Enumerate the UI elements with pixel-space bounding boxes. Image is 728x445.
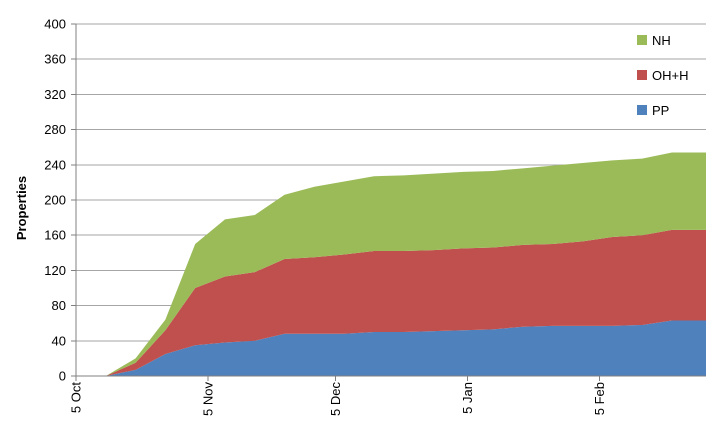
x-tick-label: 5 Feb — [592, 382, 607, 415]
y-tick-label: 80 — [52, 298, 66, 313]
x-tick-label: 5 Oct — [69, 382, 84, 413]
plot-area — [76, 152, 706, 376]
y-tick-label: 280 — [44, 122, 66, 137]
y-axis-title: Properties — [14, 176, 29, 240]
legend-swatch-oh-h — [637, 70, 647, 80]
y-tick-label: 240 — [44, 157, 66, 172]
legend-label-pp: PP — [652, 103, 669, 118]
area-series-nh — [76, 152, 706, 376]
x-tick-label: 5 Nov — [200, 382, 215, 416]
legend-label-nh: NH — [652, 33, 671, 48]
y-tick-label: 400 — [44, 17, 66, 32]
area-series-oh-h — [76, 229, 706, 376]
legend: NH OH+H PP — [637, 33, 688, 118]
legend-label-oh-h: OH+H — [652, 68, 688, 83]
y-tick-label: 200 — [44, 193, 66, 208]
y-tick-label: 120 — [44, 263, 66, 278]
area-series-pp — [76, 320, 706, 376]
legend-swatch-nh — [637, 35, 647, 45]
y-tick-label: 0 — [59, 369, 66, 384]
x-tick-labels: 5 Oct 5 Nov 5 Dec 5 Jan 5 Feb — [69, 376, 607, 416]
y-tick-label: 160 — [44, 228, 66, 243]
y-tick-label: 320 — [44, 87, 66, 102]
x-tick-label: 5 Jan — [460, 382, 475, 414]
y-tick-labels: 0 40 80 120 160 200 240 280 320 360 400 — [44, 17, 76, 384]
x-tick-label: 5 Dec — [328, 382, 343, 416]
y-tick-label: 40 — [52, 333, 66, 348]
legend-swatch-pp — [637, 105, 647, 115]
y-tick-label: 360 — [44, 52, 66, 67]
